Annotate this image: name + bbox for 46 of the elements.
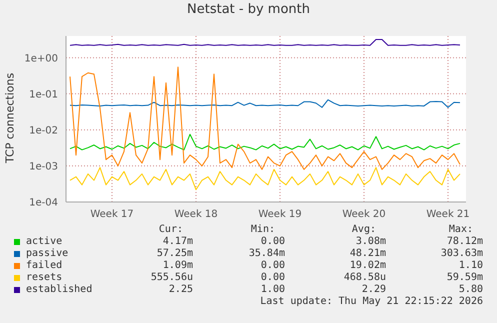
x-tick-label: Week 17 bbox=[90, 209, 134, 220]
y-axis-title: TCP connections bbox=[4, 72, 16, 164]
y-tick-label: 1e-04 bbox=[29, 198, 58, 209]
text: 2.29 bbox=[362, 284, 386, 295]
x-tick-label: Week 20 bbox=[342, 209, 386, 220]
line-series bbox=[70, 167, 460, 190]
y-tick-label: 1e+00 bbox=[24, 53, 58, 64]
text: 19.02m bbox=[350, 260, 386, 271]
text: Cur: bbox=[158, 224, 183, 235]
legend-label: resets bbox=[26, 272, 62, 283]
text: 1.00 bbox=[260, 284, 285, 295]
text: 0.00 bbox=[260, 272, 285, 283]
legend-label: active bbox=[26, 236, 62, 247]
text: 57.25m bbox=[156, 248, 193, 259]
text: 0.00 bbox=[260, 260, 285, 271]
text: 59.59m bbox=[446, 272, 483, 283]
text: 555.56u bbox=[150, 272, 193, 283]
chart-title: Netstat - by month bbox=[186, 2, 311, 17]
text: 303.63m bbox=[440, 248, 483, 259]
text: 2.25 bbox=[168, 284, 193, 295]
x-tick-label: Week 21 bbox=[426, 209, 470, 220]
line-series bbox=[70, 99, 460, 108]
text: Avg: bbox=[352, 224, 376, 235]
legend-label: failed bbox=[26, 260, 62, 271]
text: 1.10 bbox=[458, 260, 483, 271]
text: 4.17m bbox=[162, 236, 193, 247]
text: Min: bbox=[250, 224, 275, 235]
legend-label: passive bbox=[26, 248, 68, 259]
text: Last update: Thu May 21 22:15:22 2026 bbox=[260, 296, 483, 307]
text: 48.21m bbox=[350, 248, 386, 259]
x-tick-label: Week 18 bbox=[174, 209, 218, 220]
y-tick-label: 1e-01 bbox=[29, 89, 58, 100]
line-series bbox=[70, 134, 460, 150]
y-tick-label: 1e-03 bbox=[29, 161, 58, 172]
y-tick-label: 1e-02 bbox=[29, 125, 58, 136]
line-series bbox=[70, 66, 460, 170]
text: 35.84m bbox=[248, 248, 285, 259]
text: 0.00 bbox=[260, 236, 285, 247]
text: Max: bbox=[448, 224, 473, 235]
text: 468.58u bbox=[344, 272, 386, 283]
text: 5.80 bbox=[458, 284, 483, 295]
x-tick-label: Week 19 bbox=[258, 209, 302, 220]
legend-label: established bbox=[26, 284, 92, 295]
text: 1.09m bbox=[162, 260, 193, 271]
text: 3.08m bbox=[356, 236, 386, 247]
text: 78.12m bbox=[446, 236, 483, 247]
